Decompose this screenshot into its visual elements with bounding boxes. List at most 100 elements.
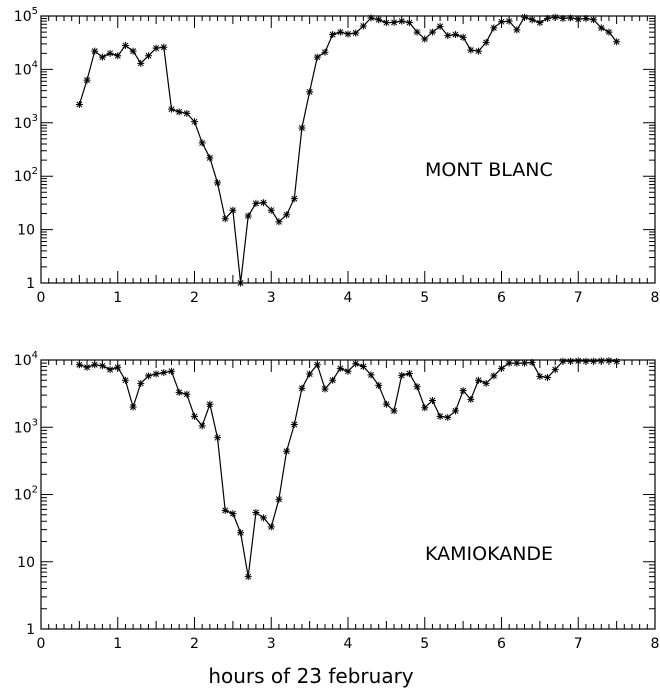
data-point: [114, 363, 122, 371]
data-point: [175, 108, 183, 116]
data-point: [551, 13, 559, 21]
data-point: [359, 22, 367, 30]
y-tick-label: 103: [14, 417, 38, 436]
data-point: [336, 364, 344, 372]
data-point: [513, 26, 521, 34]
data-point: [321, 48, 329, 56]
data-point: [75, 101, 83, 109]
x-tick-label: 4: [344, 636, 353, 652]
data-point: [559, 357, 567, 365]
y-axis-ticks-right: [643, 359, 655, 630]
data-point: [106, 366, 114, 374]
x-tick-label: 1: [113, 636, 122, 652]
data-point: [390, 18, 398, 26]
data-point: [214, 434, 222, 442]
data-point: [160, 369, 168, 377]
data-point: [275, 495, 283, 503]
x-tick-label: 4: [344, 290, 353, 306]
data-point: [244, 212, 252, 220]
data-point: [114, 52, 122, 60]
data-point: [436, 22, 444, 30]
data-point: [98, 53, 106, 61]
data-point: [206, 154, 214, 162]
plot-frame: [40, 15, 656, 284]
data-point: [482, 38, 490, 46]
y-tick-label: 104: [14, 350, 38, 369]
x-tick-label: 6: [497, 636, 506, 652]
data-point: [490, 372, 498, 380]
panel-label: KAMIOKANDE: [425, 543, 553, 565]
y-tick-label: 104: [14, 59, 38, 78]
data-point: [237, 529, 245, 537]
data-point: [129, 403, 137, 411]
data-point: [398, 371, 406, 379]
data-point: [498, 18, 505, 26]
x-tick-label: 2: [190, 636, 199, 652]
data-point: [283, 211, 291, 219]
data-point: [467, 46, 475, 54]
data-point: [290, 195, 298, 203]
data-point: [559, 14, 567, 22]
x-tick-label: 8: [651, 636, 660, 652]
data-point: [313, 53, 321, 61]
data-point: [367, 371, 375, 379]
data-point: [382, 19, 390, 27]
data-point: [237, 279, 245, 287]
data-point: [467, 395, 475, 403]
data-point: [229, 510, 237, 518]
data-point: [152, 370, 160, 378]
data-point: [413, 28, 421, 36]
data-point: [521, 359, 529, 367]
data-point: [459, 33, 467, 41]
y-tick-label: 102: [14, 485, 38, 504]
data-point: [490, 24, 498, 32]
data-point: [290, 420, 298, 428]
data-point: [567, 14, 575, 22]
data-point: [597, 24, 605, 32]
data-point: [344, 30, 352, 38]
data-point: [229, 206, 237, 214]
data-point: [252, 508, 260, 516]
x-axis-title: hours of 23 february: [208, 664, 413, 688]
data-point: [513, 359, 521, 367]
data-point: [451, 31, 459, 39]
data-point: [505, 359, 513, 367]
data-point: [283, 447, 291, 455]
data-point: [398, 17, 406, 25]
data-point: [329, 31, 337, 39]
data-point: [267, 206, 275, 214]
data-point: [191, 118, 198, 126]
data-point: [260, 514, 268, 522]
x-axis-ticks: [40, 617, 656, 629]
data-point: [421, 404, 429, 412]
data-point: [336, 28, 344, 36]
data-point: [528, 16, 536, 24]
data-point: [574, 357, 582, 365]
data-point: [137, 59, 145, 67]
data-point: [582, 14, 590, 22]
data-point: [83, 76, 91, 84]
data-point: [298, 124, 306, 132]
x-tick-label: 1: [113, 290, 122, 306]
data-point: [160, 43, 168, 51]
data-point: [451, 407, 459, 415]
y-tick-label: 10: [17, 555, 35, 571]
y-tick-label: 10: [17, 223, 35, 239]
series-line: [78, 16, 618, 284]
data-point: [183, 390, 191, 398]
x-tick-label: 8: [651, 290, 660, 306]
data-point: [275, 218, 283, 226]
x-tick-label: 0: [37, 290, 46, 306]
panel-label: MONT BLANC: [425, 159, 553, 181]
data-point: [613, 357, 621, 365]
data-point: [521, 13, 529, 21]
x-tick-label: 5: [420, 290, 429, 306]
x-tick-label: 3: [267, 636, 276, 652]
data-point: [590, 357, 598, 365]
data-point: [206, 400, 214, 408]
data-point: [129, 47, 137, 55]
data-point: [482, 379, 490, 387]
data-point: [329, 376, 337, 384]
data-point: [167, 367, 175, 375]
